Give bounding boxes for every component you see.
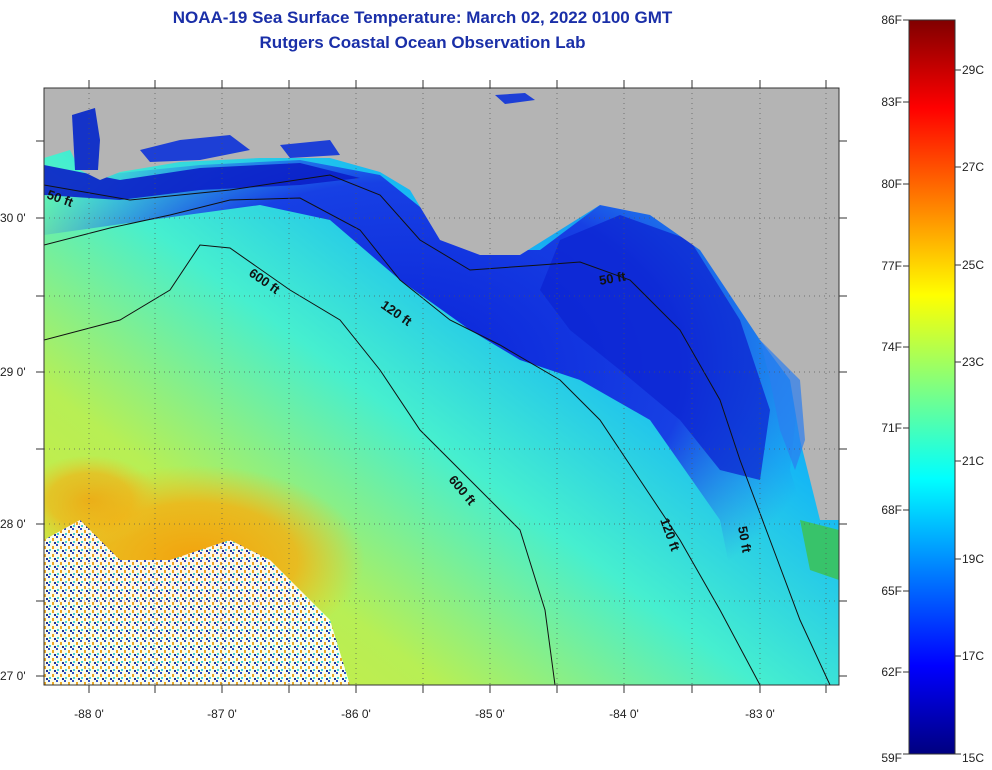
map-area <box>44 88 839 685</box>
lat-label-30: 30 0' <box>0 211 26 225</box>
title-line-2: Rutgers Coastal Ocean Observation Lab <box>259 33 586 52</box>
cb-c-15: 15C <box>962 751 984 765</box>
lat-label-29: 29 0' <box>0 365 26 379</box>
map-frame <box>43 87 840 686</box>
contour-120ft-line <box>44 197 761 685</box>
lat-label-27: 27 0' <box>0 669 26 683</box>
contour-label-50ft-bigbend: 50 ft <box>598 268 628 288</box>
contour-600ft-line <box>44 244 556 685</box>
big-bend-cold-water <box>540 215 770 480</box>
lon-label-84: -84 0' <box>609 707 639 721</box>
choctawhatchee-bay <box>280 140 340 158</box>
contour-label-50ft-south: 50 ft <box>735 525 755 555</box>
tampa-bay <box>800 520 839 580</box>
lat-label-28: 28 0' <box>0 517 26 531</box>
lon-label-87: -87 0' <box>207 707 237 721</box>
cb-f-77: 77F <box>881 259 902 273</box>
cb-c-17: 17C <box>962 649 984 663</box>
lon-label-85: -85 0' <box>475 707 505 721</box>
cb-c-23: 23C <box>962 355 984 369</box>
lon-label-83: -83 0' <box>745 707 775 721</box>
mobile-bay <box>72 108 100 170</box>
pensacola-bay <box>140 135 250 162</box>
cb-c-27: 27C <box>962 160 984 174</box>
cb-f-68: 68F <box>881 503 902 517</box>
inland-lake <box>495 93 535 104</box>
cb-c-21: 21C <box>962 454 984 468</box>
cb-f-59: 59F <box>881 751 902 765</box>
warm-water-region-2 <box>44 455 160 545</box>
cb-f-83: 83F <box>881 95 902 109</box>
title-line-1: NOAA-19 Sea Surface Temperature: March 0… <box>172 8 673 27</box>
cb-f-86: 86F <box>881 13 902 27</box>
cb-c-29: 29C <box>962 63 984 77</box>
cb-f-74: 74F <box>881 340 902 354</box>
cb-c-19: 19C <box>962 552 984 566</box>
lon-label-86: -86 0' <box>341 707 371 721</box>
cb-c-25: 25C <box>962 258 984 272</box>
contour-50ft-line <box>44 174 831 685</box>
florida-coastal-water <box>760 340 805 470</box>
lon-label-88: -88 0' <box>74 707 104 721</box>
cloud-noise-region <box>44 520 350 685</box>
land-mass <box>44 88 839 520</box>
colorbar-ticks <box>903 19 961 755</box>
cb-f-71: 71F <box>881 421 902 435</box>
cb-f-65: 65F <box>881 584 902 598</box>
cb-f-80: 80F <box>881 177 902 191</box>
tick-marks <box>36 80 847 693</box>
coastal-cold-band <box>44 163 360 200</box>
colorbar <box>908 19 956 755</box>
cb-f-62: 62F <box>881 665 902 679</box>
